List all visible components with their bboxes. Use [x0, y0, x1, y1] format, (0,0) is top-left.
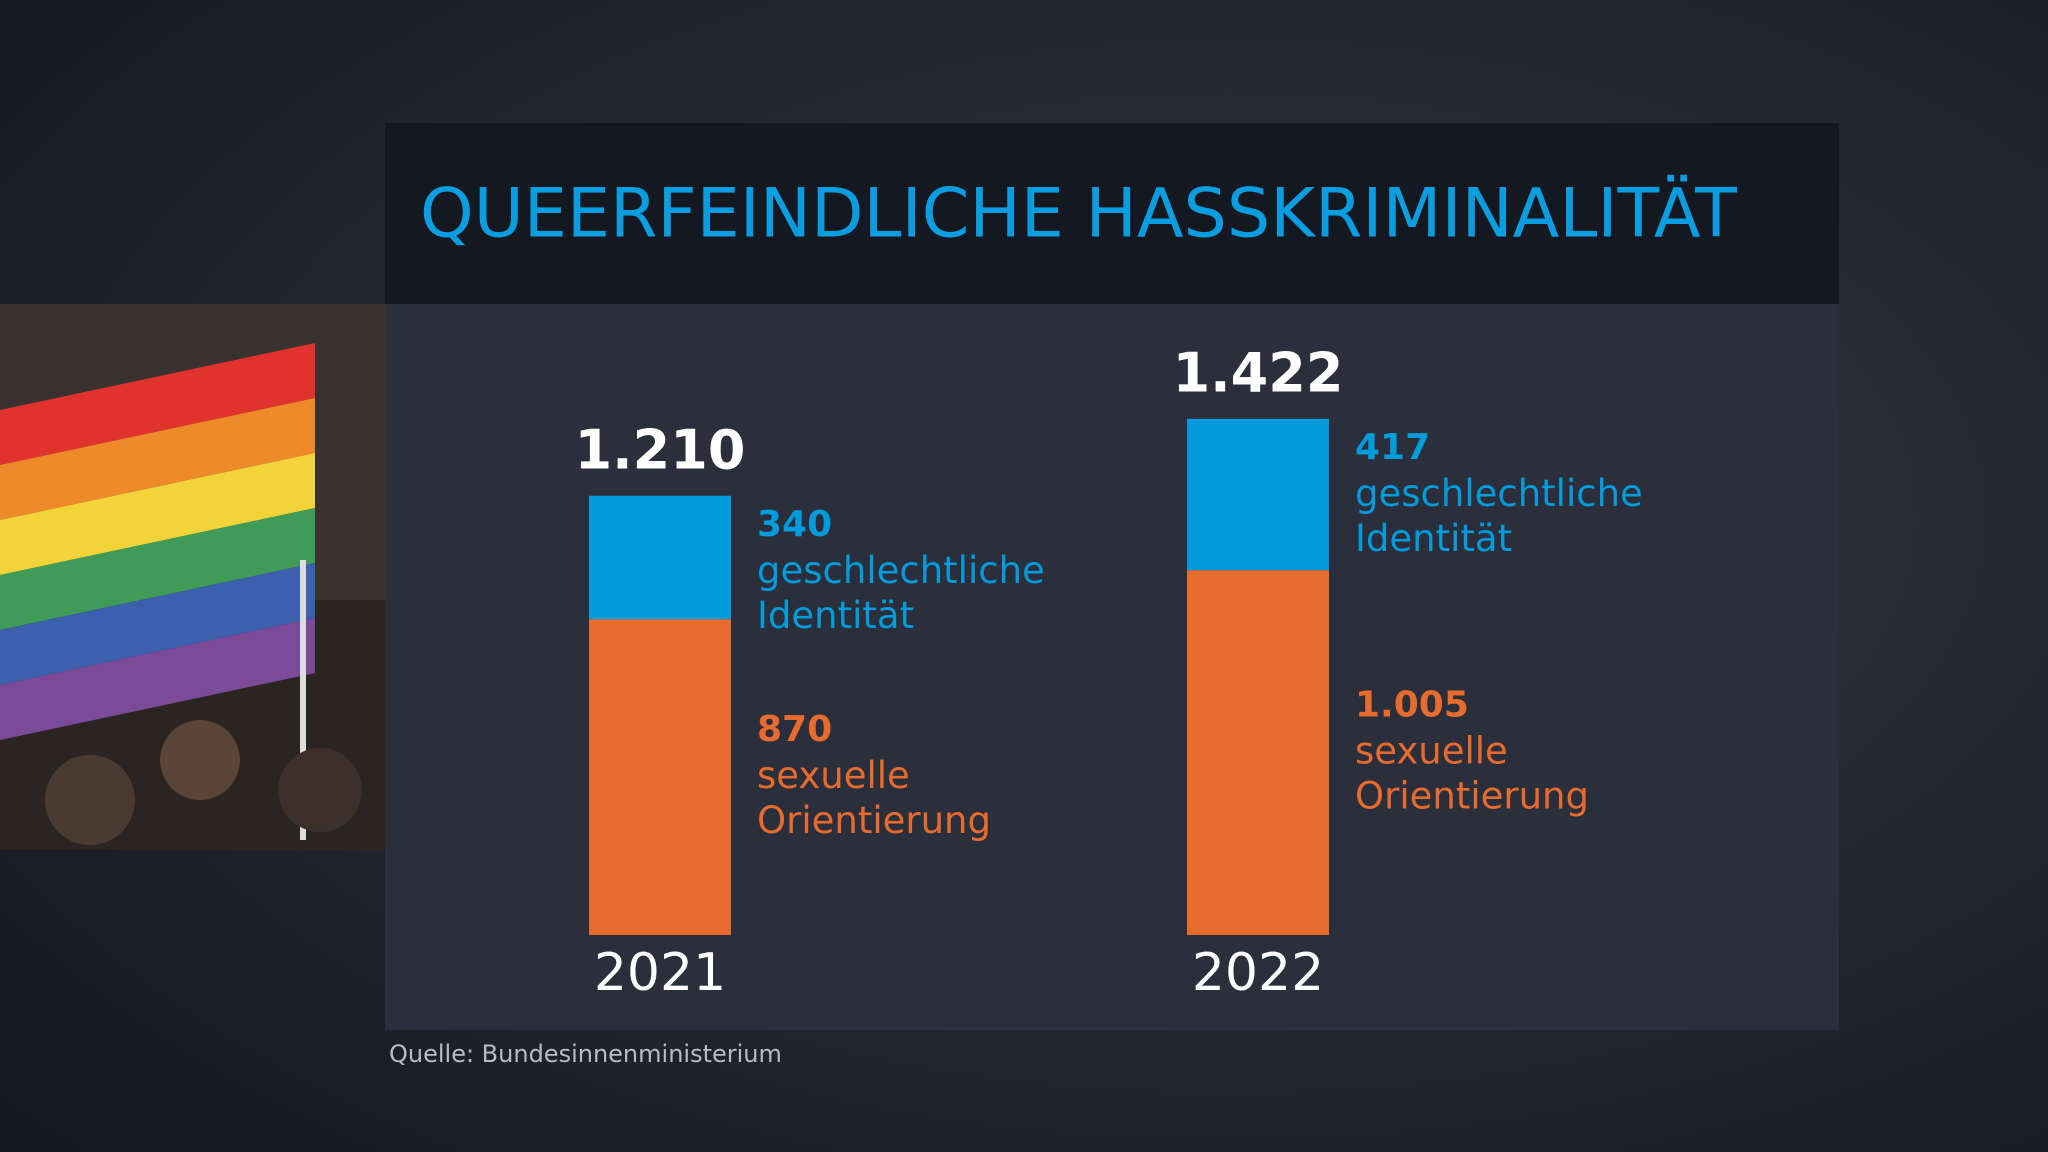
bar-segment — [1187, 570, 1329, 935]
total-label: 1.422 — [1173, 341, 1344, 404]
series-label-line: sexuelle — [1355, 729, 1508, 772]
value-label: 870 — [757, 709, 832, 750]
total-label: 1.210 — [575, 418, 746, 481]
series-label-line: Identität — [757, 593, 914, 636]
series-label-line: Orientierung — [1355, 774, 1589, 817]
x-tick-label: 2022 — [1192, 943, 1324, 1003]
photo — [0, 304, 385, 850]
value-label: 417 — [1355, 427, 1430, 468]
bar-segment — [589, 495, 731, 620]
source-note: Quelle: Bundesinnenministerium — [389, 1040, 782, 1068]
bar-segment — [589, 619, 731, 935]
series-label-line: Orientierung — [757, 799, 991, 842]
chart-title: QUEERFEINDLICHE HASSKRIMINALITÄT — [420, 175, 1737, 254]
series-label-line: Identität — [1355, 516, 1512, 559]
series-label: geschlechtliche Identität — [757, 548, 1045, 636]
x-tick-label: 2021 — [594, 943, 726, 1003]
title-band — [385, 123, 1839, 304]
series-label-line: geschlechtliche — [757, 548, 1045, 591]
value-label: 340 — [757, 504, 832, 545]
bar-segment — [1187, 418, 1329, 571]
series-label: geschlechtliche Identität — [1355, 471, 1643, 559]
value-label: 1.005 — [1355, 685, 1469, 726]
series-label-line: sexuelle — [757, 754, 910, 797]
series-label: sexuelle Orientierung — [1355, 729, 1589, 817]
series-label: sexuelle Orientierung — [757, 754, 991, 842]
series-label-line: geschlechtliche — [1355, 471, 1643, 514]
